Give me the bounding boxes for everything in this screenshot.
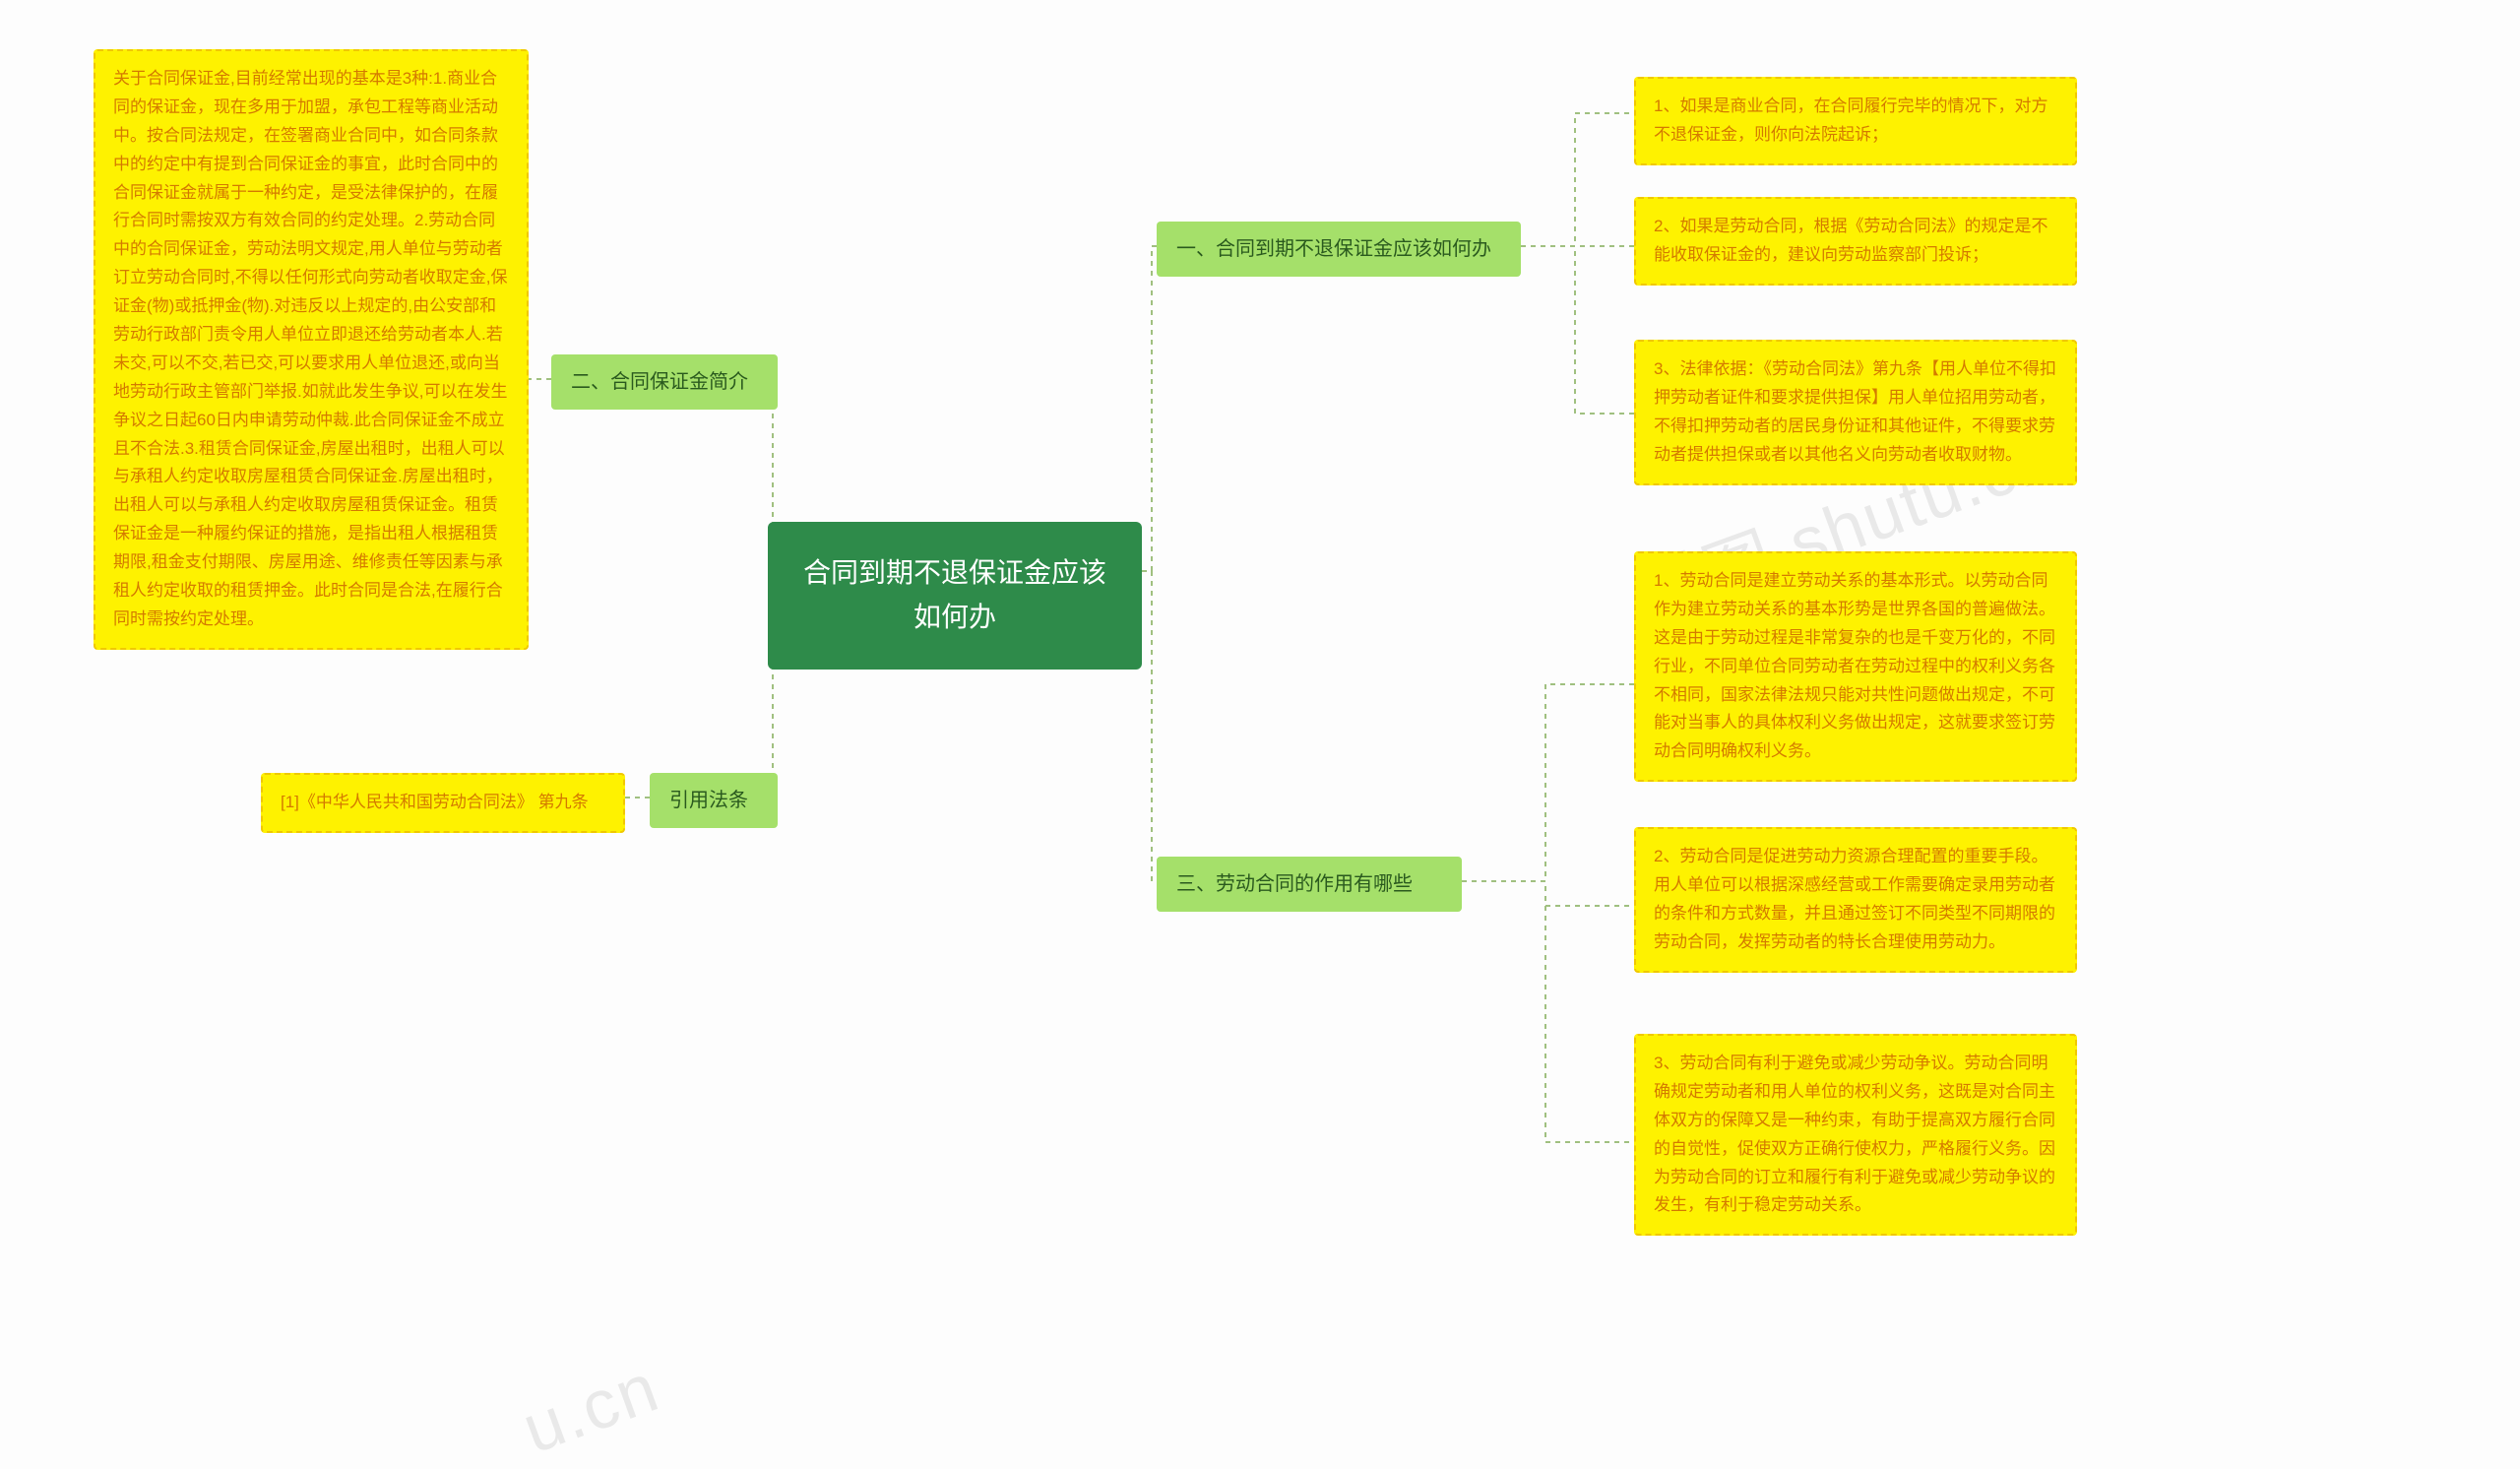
watermark: u.cn <box>513 1347 669 1468</box>
leaf-4: [1]《中华人民共和国劳动合同法》 第九条 <box>261 773 625 833</box>
center-node: 合同到期不退保证金应该如何办 <box>768 522 1142 670</box>
branch-2: 二、合同保证金简介 <box>551 354 778 410</box>
leaf-1c: 3、法律依据：《劳动合同法》第九条【用人单位不得扣押劳动者证件和要求提供担保】用… <box>1634 340 2077 485</box>
branch-1: 一、合同到期不退保证金应该如何办 <box>1157 222 1521 277</box>
branch-3: 三、劳动合同的作用有哪些 <box>1157 857 1462 912</box>
leaf-3a: 1、劳动合同是建立劳动关系的基本形式。以劳动合同作为建立劳动关系的基本形势是世界… <box>1634 551 2077 782</box>
leaf-3b: 2、劳动合同是促进劳动力资源合理配置的重要手段。用人单位可以根据深感经营或工作需… <box>1634 827 2077 973</box>
leaf-2: 关于合同保证金,目前经常出现的基本是3种:1.商业合同的保证金，现在多用于加盟，… <box>94 49 529 650</box>
leaf-1a: 1、如果是商业合同，在合同履行完毕的情况下，对方不退保证金，则你向法院起诉； <box>1634 77 2077 165</box>
leaf-1b: 2、如果是劳动合同，根据《劳动合同法》的规定是不能收取保证金的，建议向劳动监察部… <box>1634 197 2077 286</box>
leaf-3c: 3、劳动合同有利于避免或减少劳动争议。劳动合同明确规定劳动者和用人单位的权利义务… <box>1634 1034 2077 1236</box>
branch-4: 引用法条 <box>650 773 778 828</box>
